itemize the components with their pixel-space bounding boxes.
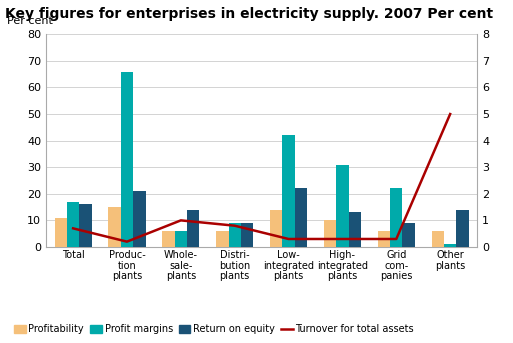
- Bar: [444, 244, 457, 247]
- Bar: [390, 189, 403, 247]
- Bar: [241, 223, 253, 247]
- Bar: [336, 165, 349, 247]
- Bar: [133, 191, 146, 247]
- Text: Per cent: Per cent: [7, 16, 53, 26]
- Bar: [457, 210, 469, 247]
- Bar: [216, 231, 228, 247]
- Bar: [54, 218, 67, 247]
- Bar: [295, 189, 307, 247]
- Bar: [187, 210, 200, 247]
- Bar: [162, 231, 174, 247]
- Text: Key figures for enterprises in electricity supply. 2007 Per cent: Key figures for enterprises in electrici…: [5, 7, 494, 21]
- Bar: [108, 207, 121, 247]
- Bar: [403, 223, 415, 247]
- Bar: [228, 223, 241, 247]
- Bar: [324, 221, 336, 247]
- Bar: [282, 135, 295, 247]
- Bar: [80, 204, 92, 247]
- Bar: [174, 231, 187, 247]
- Bar: [121, 72, 133, 247]
- Legend: Profitability, Profit margins, Return on equity, Turnover for total assets: Profitability, Profit margins, Return on…: [10, 320, 418, 338]
- Bar: [431, 231, 444, 247]
- Bar: [270, 210, 282, 247]
- Bar: [349, 212, 361, 247]
- Bar: [378, 231, 390, 247]
- Bar: [67, 202, 80, 247]
